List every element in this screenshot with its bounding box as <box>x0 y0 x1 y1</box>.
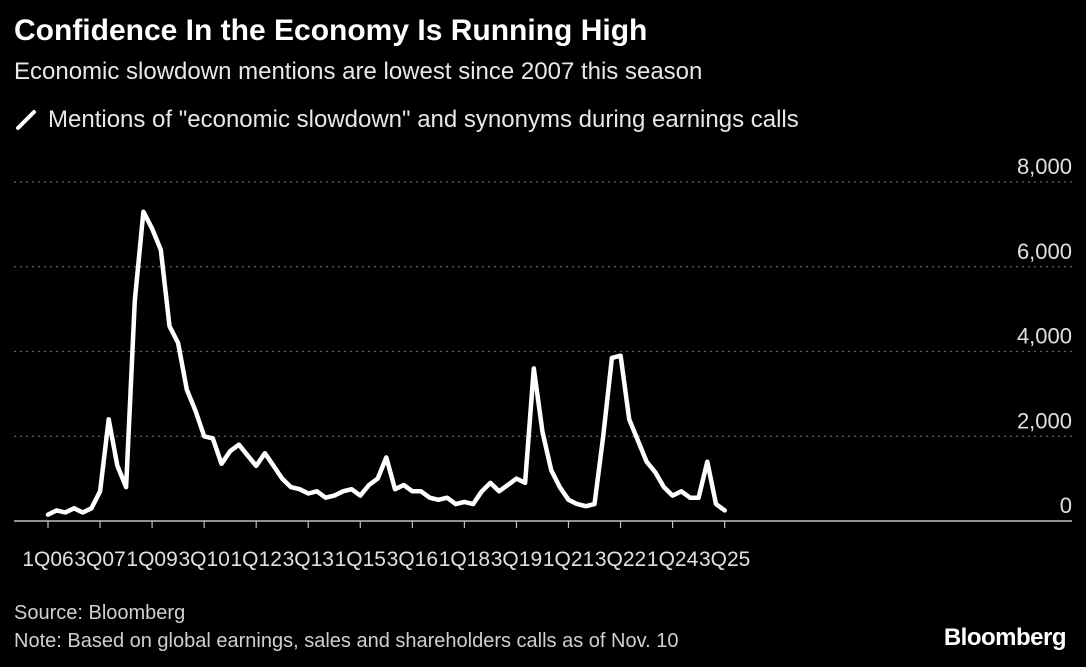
x-tick-label: 3Q10 <box>178 548 229 571</box>
y-tick-label: 0 <box>1060 493 1072 518</box>
x-tick-label: 3Q13 <box>283 548 334 571</box>
x-tick-label: 1Q09 <box>126 548 177 571</box>
x-tick-label: 3Q19 <box>491 548 542 571</box>
y-tick-label: 4,000 <box>1017 324 1072 349</box>
footnote: Note: Based on global earnings, sales an… <box>14 630 679 652</box>
y-tick-label: 6,000 <box>1017 239 1072 264</box>
x-tick-label: 1Q18 <box>439 548 490 571</box>
x-tick-label: 3Q07 <box>74 548 125 571</box>
y-tick-label: 8,000 <box>1017 154 1072 179</box>
chart-subtitle: Economic slowdown mentions are lowest si… <box>14 58 703 85</box>
series-line-mentions <box>45 209 727 517</box>
x-tick-label: 1Q06 <box>22 548 73 571</box>
x-tick-label: 1Q15 <box>335 548 386 571</box>
source-note: Source: Bloomberg <box>14 602 186 624</box>
bloomberg-logo: Bloomberg <box>943 624 1067 651</box>
legend: Mentions of "economic slowdown" and syno… <box>14 106 799 134</box>
x-tick-label: 1Q24 <box>647 548 699 571</box>
x-tick-label: 1Q12 <box>231 548 282 571</box>
x-tick-label: 3Q22 <box>595 548 646 571</box>
chart-title: Confidence In the Economy Is Running Hig… <box>14 14 648 47</box>
legend-label: Mentions of "economic slowdown" and syno… <box>48 106 799 133</box>
legend-line-swatch <box>16 110 36 130</box>
x-tick-label: 3Q16 <box>387 548 438 571</box>
x-tick-label: 1Q21 <box>543 548 594 571</box>
y-tick-label: 2,000 <box>1017 408 1072 433</box>
x-tick-label: 3Q25 <box>699 548 750 571</box>
